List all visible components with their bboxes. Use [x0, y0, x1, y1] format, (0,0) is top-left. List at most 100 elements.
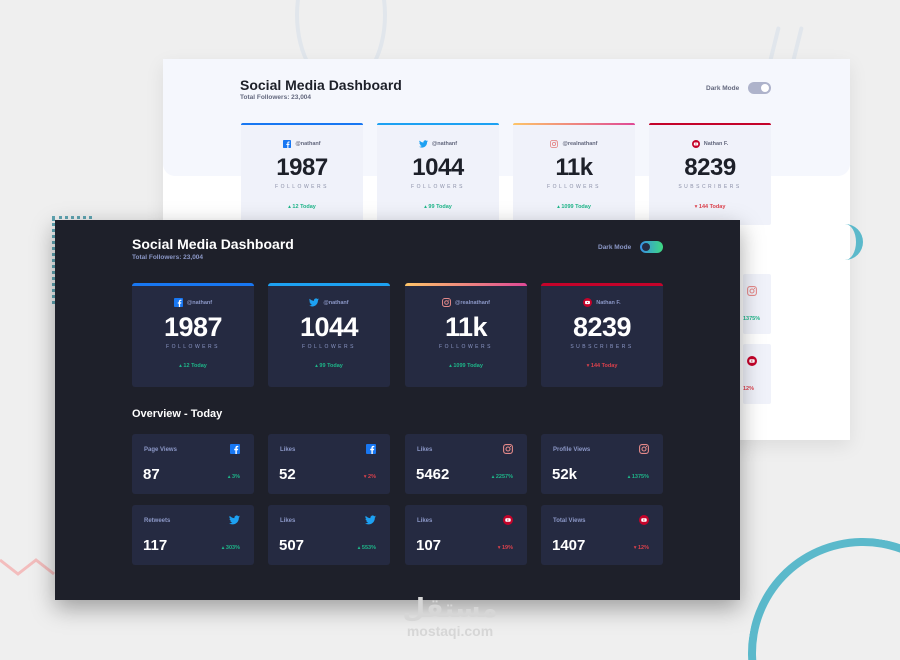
subscriber-count: 8239: [684, 154, 736, 181]
card-accent-bar: [377, 123, 499, 125]
percent-change: 303%: [225, 545, 240, 551]
follower-card-instagram[interactable]: @realnathanf 11k FOLLOWERS ▴ 1099 Today: [405, 283, 527, 387]
page-title: Social Media Dashboard: [240, 77, 402, 93]
follower-unit: FOLLOWERS: [302, 344, 356, 350]
overview-card-twitter-likes[interactable]: Likes 507 ▴ 553%: [268, 505, 390, 565]
follower-card-twitter[interactable]: @nathanf 1044 FOLLOWERS ▴ 99 Today: [268, 283, 390, 387]
decorative-arc: [729, 519, 900, 660]
follower-count: 1044: [299, 312, 359, 342]
subscriber-unit: SUBSCRIBERS: [678, 184, 742, 190]
dark-mode-dashboard: Social Media Dashboard Total Followers: …: [55, 220, 740, 600]
overview-card-retweets[interactable]: Retweets 117 ▴ 303%: [132, 505, 254, 565]
arrow-up-icon: ▴: [315, 363, 320, 369]
follower-card-instagram[interactable]: @realnathanf 11k FOLLOWERS ▴ 1099 Today: [513, 123, 635, 225]
youtube-icon: [583, 298, 593, 307]
page-title: Social Media Dashboard: [132, 236, 294, 252]
arrow-up-icon: ▴: [491, 474, 496, 480]
metric-label: Profile Views: [553, 447, 591, 453]
instagram-icon: [747, 286, 757, 296]
account-handle: @realnathanf: [454, 299, 490, 306]
decorative-zigzag: [0, 558, 55, 576]
light-mode-dashboard: Social Media Dashboard Total Followers: …: [163, 59, 850, 440]
metric-label: Likes: [417, 518, 433, 524]
overview-card-facebook-likes[interactable]: Likes 52 ▾ 2%: [268, 434, 390, 494]
instagram-icon: [639, 444, 649, 454]
today-change: 99 Today: [319, 363, 343, 369]
follower-card-facebook[interactable]: @nathanf 1987 FOLLOWERS ▴ 12 Today: [241, 123, 363, 225]
today-change: 144 Today: [698, 204, 726, 210]
card-accent-bar: [268, 283, 390, 286]
overview-card-partial[interactable]: 1375%: [743, 274, 771, 334]
twitter-icon: [365, 515, 376, 525]
arrow-up-icon: ▴: [627, 474, 632, 480]
metric-value: 1407: [552, 537, 586, 554]
youtube-icon: [691, 140, 700, 148]
arrow-down-icon: ▾: [586, 363, 591, 369]
follower-unit: FOLLOWERS: [166, 344, 220, 350]
card-accent-bar: [649, 123, 771, 125]
follower-card-youtube[interactable]: Nathan F. 8239 SUBSCRIBERS ▾ 144 Today: [541, 283, 663, 387]
overview-card-total-views[interactable]: Total Views 1407 ▾ 12%: [541, 505, 663, 565]
arrow-down-icon: ▾: [694, 204, 699, 210]
twitter-icon: [309, 298, 320, 307]
youtube-icon: [503, 515, 513, 525]
metric-value: 52k: [552, 466, 578, 483]
dark-mode-toggle[interactable]: [640, 241, 663, 253]
youtube-icon: [747, 356, 757, 366]
metric-value: 52: [279, 466, 296, 483]
follower-unit: FOLLOWERS: [411, 184, 465, 190]
metric-value: 507: [279, 537, 305, 554]
metric-value: 5462: [416, 466, 450, 483]
watermark: مستقل mostaqi.com: [395, 595, 505, 639]
overview-card-instagram-likes[interactable]: Likes 5462 ▴ 2257%: [405, 434, 527, 494]
instagram-icon: [503, 444, 513, 454]
metric-label: Likes: [280, 447, 296, 453]
percent-change: 1375%: [743, 316, 761, 322]
arrow-up-icon: ▴: [221, 545, 226, 551]
overview-card-partial[interactable]: 12%: [743, 344, 771, 404]
facebook-icon: [366, 444, 376, 454]
arrow-down-icon: ▾: [497, 545, 502, 551]
follower-count: 11k: [444, 312, 488, 342]
account-handle: @nathanf: [323, 299, 349, 306]
today-change: 1099 Today: [453, 363, 483, 369]
percent-change: 553%: [361, 545, 376, 551]
follower-count: 1987: [163, 312, 223, 342]
follower-count: 1044: [412, 154, 464, 181]
toggle-knob: [642, 243, 650, 251]
follower-unit: FOLLOWERS: [275, 184, 329, 190]
dark-mode-toggle[interactable]: [748, 82, 771, 94]
overview-card-page-views[interactable]: Page Views 87 ▴ 3%: [132, 434, 254, 494]
instagram-icon: [550, 140, 559, 148]
account-handle: @nathanf: [431, 141, 458, 147]
today-change: 12 Today: [183, 363, 207, 369]
decorative-arc: [835, 224, 863, 260]
decorative-dots: [52, 218, 55, 304]
follower-unit: FOLLOWERS: [547, 184, 601, 190]
arrow-up-icon: ▴: [424, 204, 429, 210]
follower-card-youtube[interactable]: Nathan F. 8239 SUBSCRIBERS ▾ 144 Today: [649, 123, 771, 225]
facebook-icon: [283, 140, 292, 148]
arrow-down-icon: ▾: [633, 545, 638, 551]
metric-value: 87: [143, 466, 160, 483]
card-accent-bar: [513, 123, 635, 125]
follower-card-twitter[interactable]: @nathanf 1044 FOLLOWERS ▴ 99 Today: [377, 123, 499, 225]
percent-change: 3%: [232, 474, 240, 480]
account-handle: @realnathanf: [562, 141, 598, 147]
youtube-icon: [639, 515, 649, 525]
follower-card-facebook[interactable]: @nathanf 1987 FOLLOWERS ▴ 12 Today: [132, 283, 254, 387]
overview-card-youtube-likes[interactable]: Likes 107 ▾ 19%: [405, 505, 527, 565]
overview-heading: Overview - Today: [132, 408, 223, 420]
watermark-arabic: مستقل: [402, 593, 498, 623]
percent-change: 2257%: [495, 474, 513, 480]
subscriber-unit: SUBSCRIBERS: [570, 344, 634, 350]
overview-card-profile-views[interactable]: Profile Views 52k ▴ 1375%: [541, 434, 663, 494]
arrow-down-icon: ▾: [363, 474, 369, 480]
card-accent-bar: [541, 283, 663, 286]
arrow-up-icon: ▴: [227, 474, 233, 480]
total-followers: Total Followers: 23,004: [132, 254, 204, 261]
arrow-up-icon: ▴: [179, 363, 184, 369]
card-accent-bar: [405, 283, 527, 286]
account-handle: @nathanf: [186, 299, 213, 306]
metric-value: 107: [416, 537, 442, 554]
